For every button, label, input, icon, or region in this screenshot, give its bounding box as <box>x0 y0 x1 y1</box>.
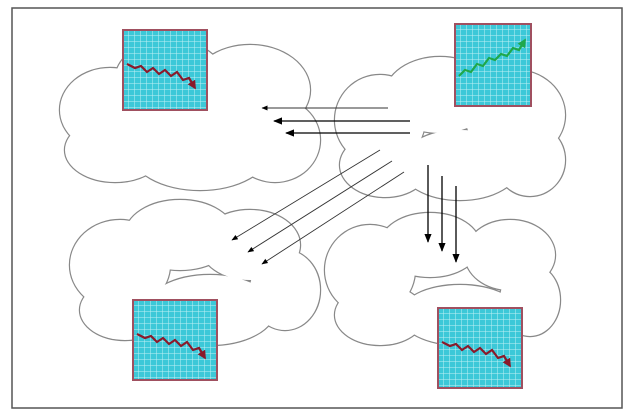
cloud <box>58 38 322 192</box>
arrows-down <box>424 165 460 263</box>
chart-icon <box>123 30 207 110</box>
chart-icon <box>455 24 531 106</box>
chart-icon <box>133 300 217 380</box>
arrows-left <box>261 105 410 137</box>
arrows-diagonal <box>231 149 405 265</box>
chart-icon <box>438 308 522 388</box>
